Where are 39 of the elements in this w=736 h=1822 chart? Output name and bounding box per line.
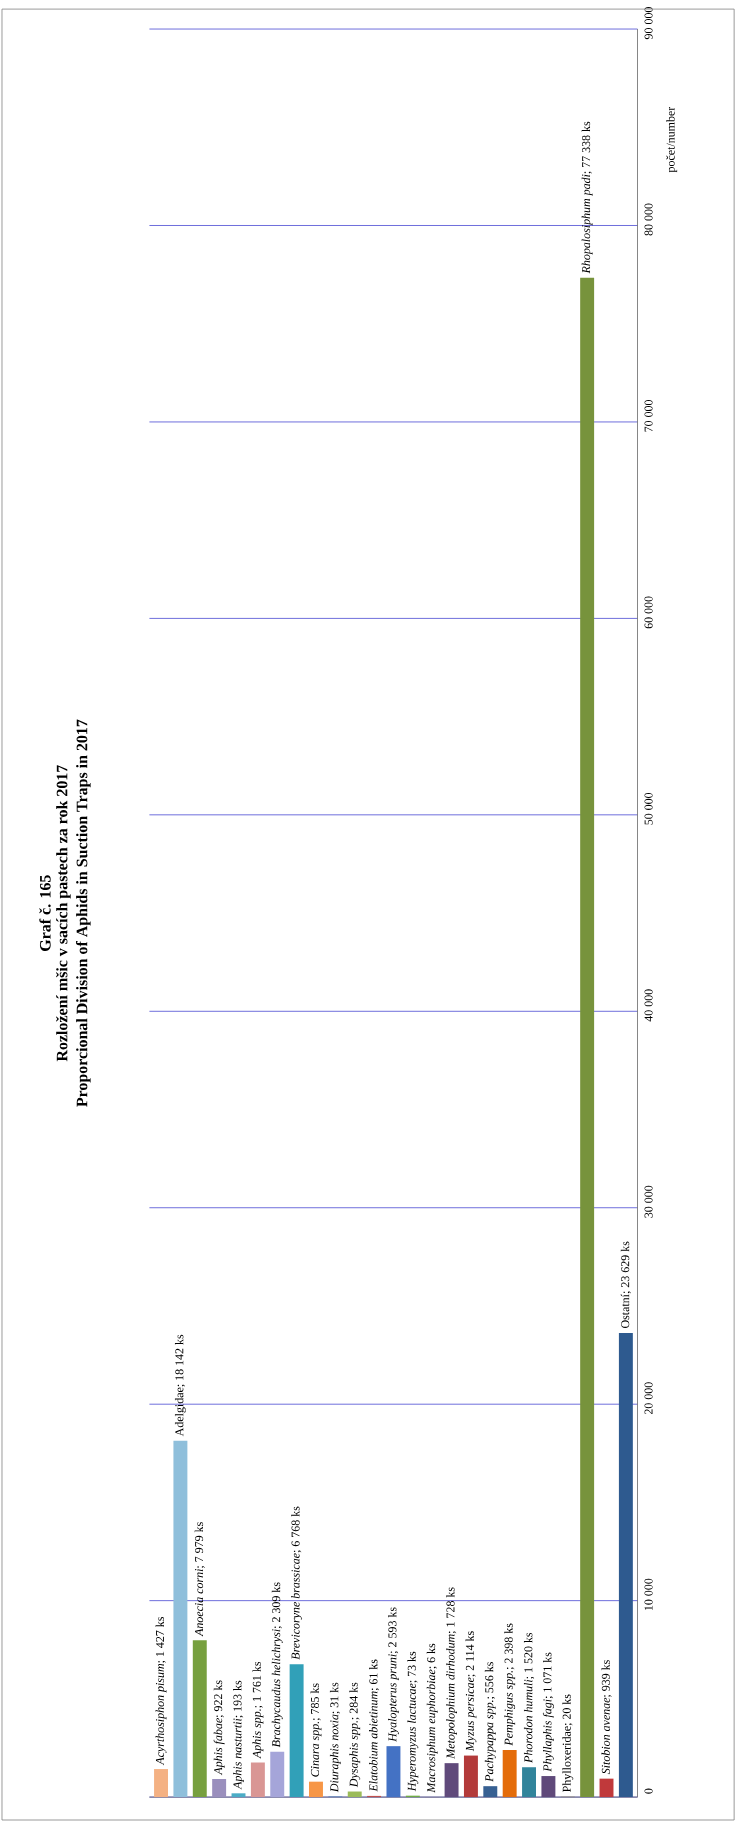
data-label: Sitobion avenae; 939 ks — [601, 1660, 612, 1775]
text: Proporcional Division of Aphids in Suction Traps in 2017 — [75, 719, 91, 1107]
y-tick-label: 70 000 — [644, 399, 653, 432]
data-label: Aphis fabae; 922 ks — [213, 1680, 225, 1776]
data-label: Pachypappa spp.; 556 ks — [484, 1662, 496, 1782]
data-label: Hyperomyzus lactucae; 73 ks — [407, 1651, 419, 1792]
data-label: Aphis spp.; 1 761 ks — [252, 1661, 264, 1759]
y-tick-label: 10 000 — [644, 1578, 653, 1611]
data-label: Anoecia corni; 7 979 ks — [194, 1522, 205, 1637]
text: Graf č. 165 — [39, 875, 51, 951]
data-label: Cinara spp.; 785 ks — [310, 1683, 322, 1777]
data-label: Rhopalosiphum padi; 77 338 ks — [581, 121, 593, 274]
data-label: Myzus persicae; 2 114 ks — [465, 1631, 477, 1752]
data-label: Diuraphis noxia; 31 ks — [329, 1682, 341, 1793]
y-tick-label: 80 000 — [644, 203, 653, 236]
data-label: Phylloxeridae; 20 ks — [562, 1694, 574, 1792]
data-label: Brachycaudus helichrysi; 2 309 ks — [271, 1582, 283, 1748]
data-label: Macrosiphum euphorbiae; 6 ks — [426, 1643, 438, 1793]
data-label: Brevicoryne brassicae; 6 768 ks — [291, 1506, 303, 1660]
data-label: Hyalopterus pruni; 2 593 ks — [387, 1607, 399, 1742]
data-label: Adelgidae; 18 142 ks — [174, 1334, 186, 1437]
data-label: Pemphigus spp.; 2 398 ks — [504, 1623, 516, 1746]
y-tick-label: 60 000 — [644, 596, 653, 629]
data-label: Acyrthosiphon pisum; 1 427 ks — [155, 1617, 167, 1766]
y-tick-label: 40 000 — [644, 989, 653, 1022]
y-tick-label: 0 — [644, 1788, 653, 1794]
y-tick-label: 50 000 — [644, 792, 653, 825]
data-label: Elatobium abietinum; 61 ks — [368, 1659, 380, 1792]
text: Rozložení mšic v sacích pastech za rok 2017 — [55, 765, 71, 1062]
data-label: Phyllaphis fagi; 1 071 ks — [542, 1652, 554, 1772]
data-label: Metopolophium dirhodum; 1 728 ks — [446, 1587, 457, 1759]
y-tick-label: 20 000 — [644, 1382, 653, 1415]
data-label: Dysaphis spp.; 284 ks — [349, 1682, 361, 1788]
y-tick-label: 30 000 — [644, 1185, 653, 1218]
y-axis-title: počet/number — [666, 106, 678, 173]
data-label: Ostatní; 23 629 ks — [620, 1241, 631, 1329]
data-label: Phorodon humuli; 1 520 ks — [523, 1632, 535, 1763]
y-tick-label: 90 000 — [644, 7, 653, 40]
data-label: Aphis nasturtii; 193 ks — [233, 1680, 244, 1790]
